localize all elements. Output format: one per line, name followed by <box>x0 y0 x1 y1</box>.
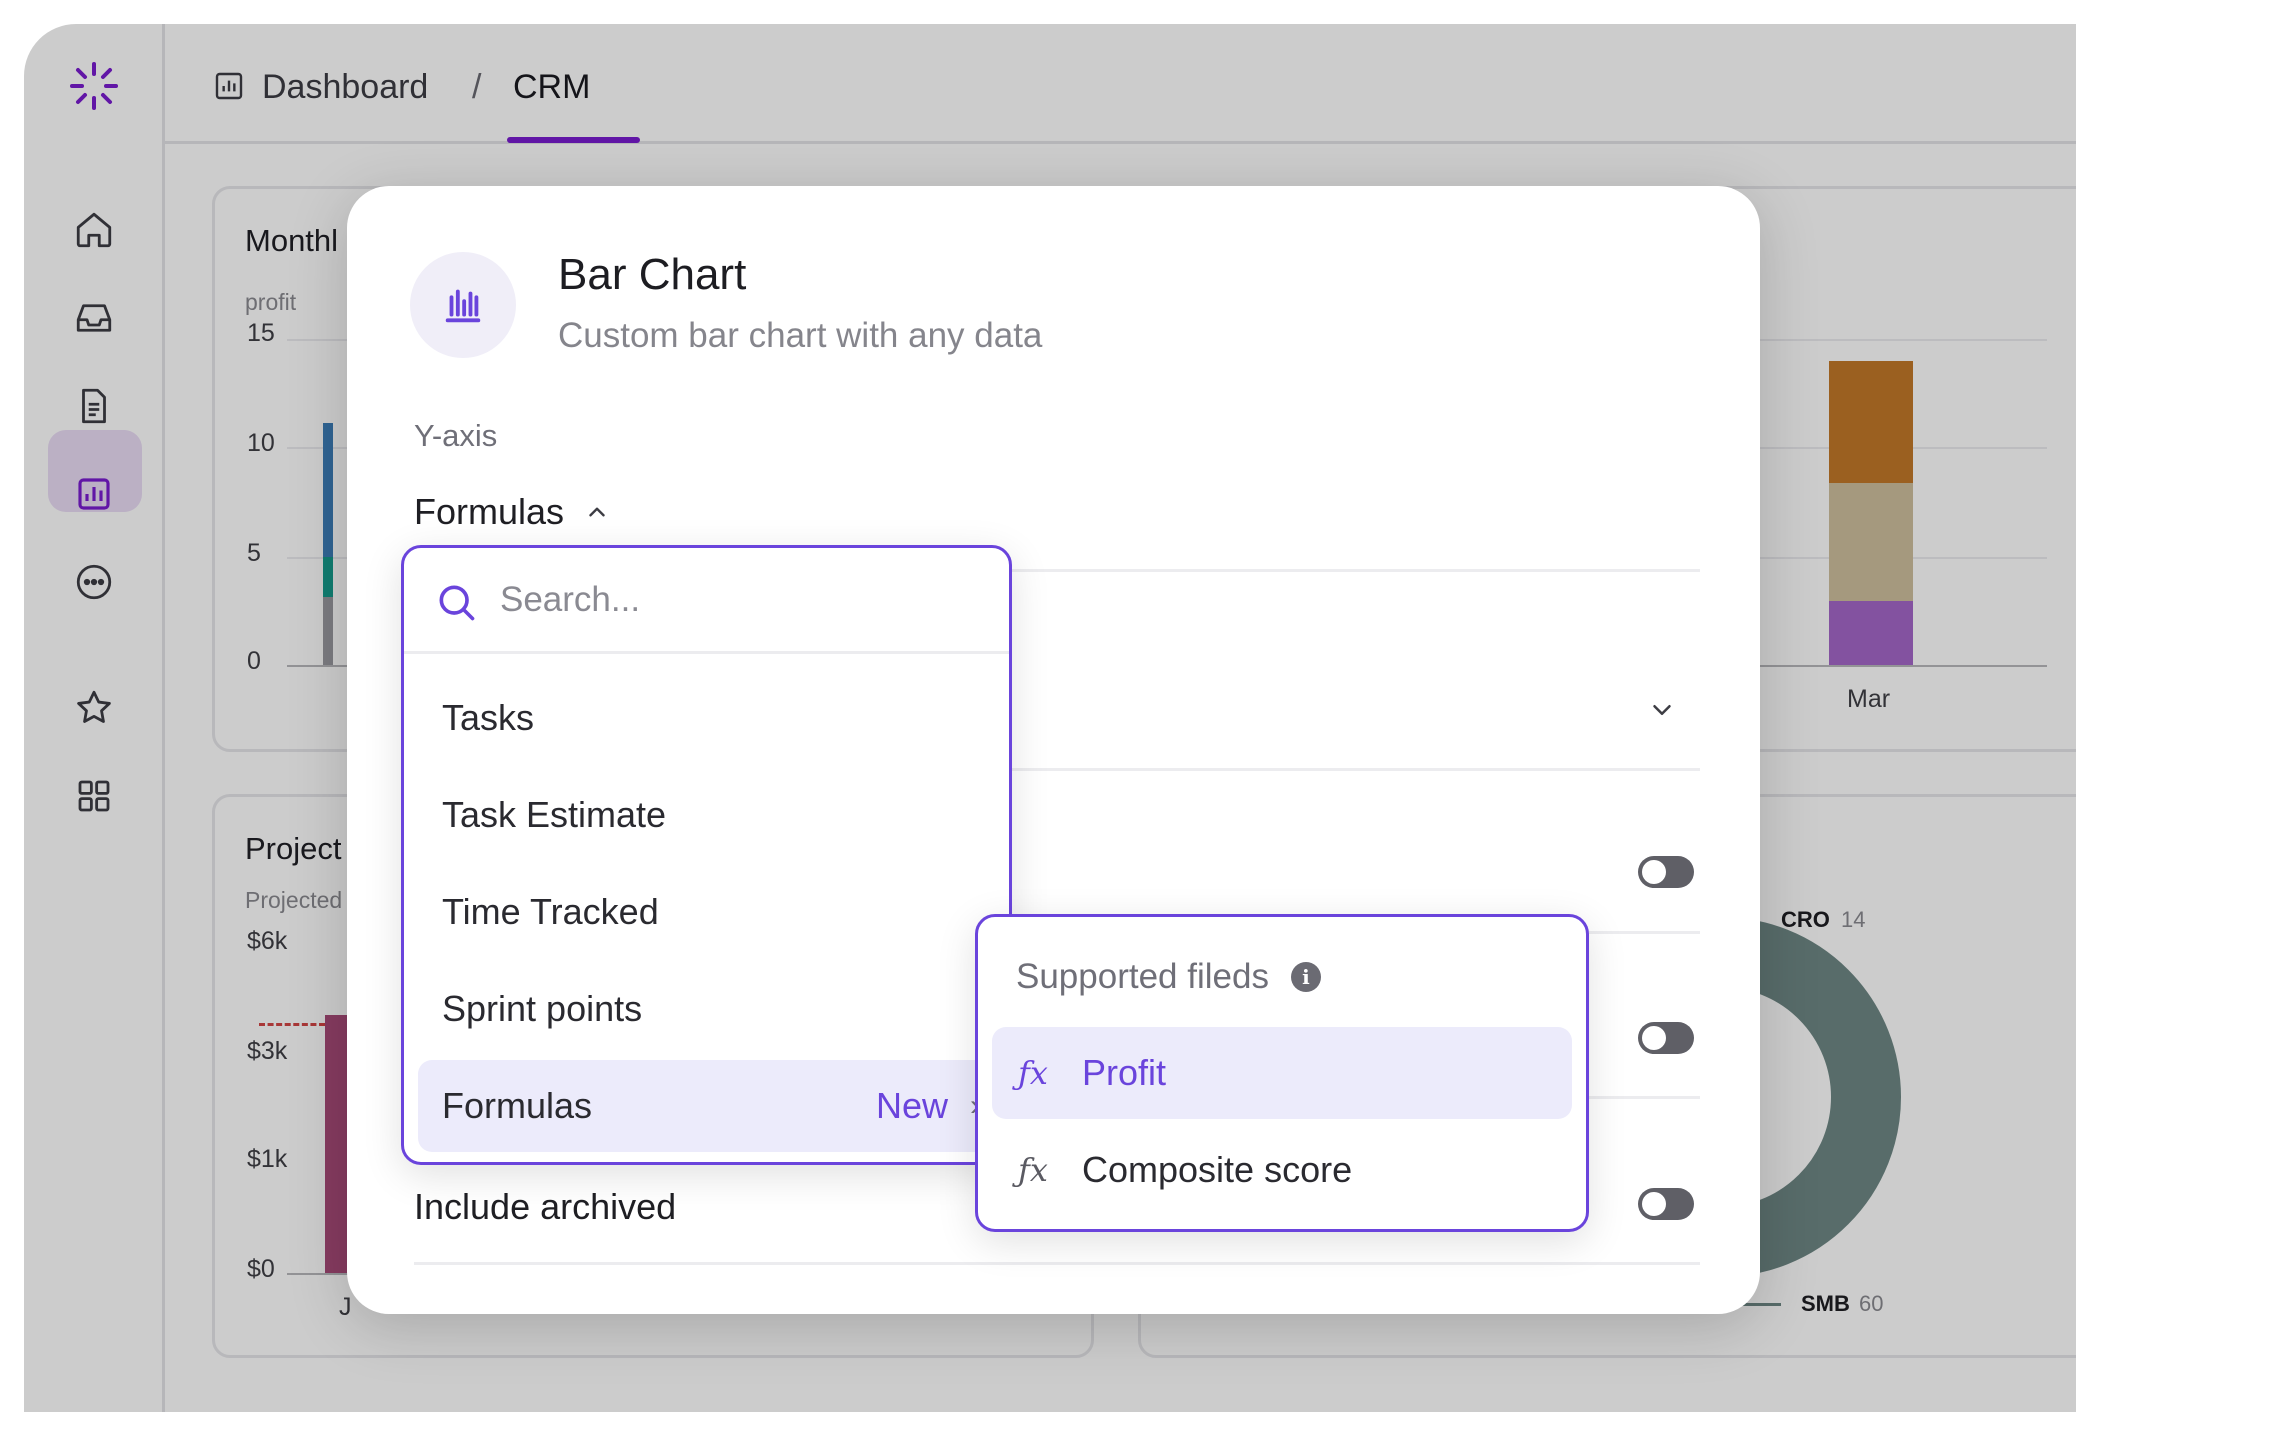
home-icon[interactable] <box>70 206 118 254</box>
dropdown-item-label: Sprint points <box>442 988 643 1029</box>
submenu-item-composite-score[interactable]: ƒx Composite score <box>992 1124 1572 1216</box>
more-icon[interactable] <box>70 558 118 606</box>
top-bar: Dashboard / CRM <box>165 24 2076 144</box>
bar-chart-icon <box>410 252 516 358</box>
document-icon[interactable] <box>70 382 118 430</box>
modal-title: Bar Chart <box>558 250 747 299</box>
y-tick: 5 <box>247 539 261 567</box>
modal-description: Custom bar chart with any data <box>558 316 1043 355</box>
dropdown-item-label: Task Estimate <box>442 794 667 835</box>
dropdown-item-label: Tasks <box>442 697 535 738</box>
y-tick: $6k <box>247 927 288 955</box>
dashboard-icon <box>215 72 243 100</box>
dropdown-item-task-estimate[interactable]: Task Estimate <box>418 769 988 861</box>
dropdown-item-time-tracked[interactable]: Time Tracked <box>418 866 988 958</box>
breadcrumb-separator: / <box>472 68 482 106</box>
new-badge: New <box>875 1085 948 1126</box>
dropdown-search <box>404 548 1009 654</box>
chart-icon[interactable] <box>70 470 118 518</box>
formulas-submenu: Supported fileds i ƒx Profit ƒx Composit… <box>975 914 1589 1232</box>
bar-segment <box>1829 601 1913 665</box>
include-archived-toggle[interactable] <box>1638 1188 1694 1220</box>
card-subtitle: profit <box>245 289 297 315</box>
chevron-down-icon[interactable] <box>1647 695 1677 725</box>
donut-value: 14 <box>1841 907 1866 932</box>
submenu-header-label: Supported fileds <box>1016 957 1269 996</box>
card-subtitle: Projected <box>245 887 343 913</box>
search-input[interactable] <box>500 574 980 626</box>
bar <box>325 1015 351 1273</box>
submenu-item-profit[interactable]: ƒx Profit <box>992 1027 1572 1119</box>
divider <box>414 569 1700 572</box>
breadcrumb-dashboard[interactable]: Dashboard <box>262 68 429 106</box>
y-tick: $3k <box>247 1037 288 1065</box>
bar-segment <box>323 557 333 597</box>
formulas-dropdown: Tasks Task Estimate Time Tracked Sprint … <box>401 545 1012 1165</box>
apps-grid-icon[interactable] <box>70 772 118 820</box>
divider <box>414 1262 1700 1265</box>
toggle-switch[interactable] <box>1638 1022 1694 1054</box>
donut-value: 60 <box>1859 1291 1884 1316</box>
dropdown-item-sprint-points[interactable]: Sprint points <box>418 963 988 1055</box>
search-icon <box>439 585 475 621</box>
submenu-item-label: Composite score <box>1082 1149 1353 1190</box>
bar-segment <box>1829 361 1913 483</box>
donut-leader-line <box>1721 1303 1781 1306</box>
y-tick: 0 <box>247 647 261 675</box>
card-title: Monthl <box>245 223 339 258</box>
formulas-dropdown-trigger[interactable]: Formulas <box>414 491 610 533</box>
x-tick: Mar <box>1847 685 1891 713</box>
y-tick: $0 <box>247 1255 275 1283</box>
divider <box>414 768 1700 771</box>
submenu-header: Supported fileds i <box>1016 957 1321 997</box>
star-icon[interactable] <box>70 684 118 732</box>
donut-label: CRO <box>1781 907 1830 932</box>
formulas-trigger-label: Formulas <box>414 491 565 532</box>
formula-icon: ƒx <box>1018 1054 1048 1092</box>
include-archived-label: Include archived <box>414 1186 677 1227</box>
target-line <box>259 1023 325 1026</box>
info-icon[interactable]: i <box>1290 962 1321 992</box>
dropdown-item-label: Time Tracked <box>442 891 659 932</box>
breadcrumb-crm[interactable]: CRM <box>513 68 591 106</box>
inbox-icon[interactable] <box>70 294 118 342</box>
sparkle-logo-icon[interactable] <box>68 60 120 112</box>
dropdown-item-tasks[interactable]: Tasks <box>418 672 988 764</box>
dropdown-item-label: Formulas <box>442 1085 593 1126</box>
y-tick: $1k <box>247 1145 288 1173</box>
sidebar <box>24 24 165 1412</box>
card-title: Project <box>245 831 342 866</box>
chevron-up-icon <box>589 507 605 517</box>
bar-segment <box>323 423 333 665</box>
y-tick: 15 <box>247 319 275 347</box>
bar-segment <box>323 597 333 665</box>
x-tick: J <box>339 1293 352 1321</box>
toggle-switch[interactable] <box>1638 856 1694 888</box>
active-tab-indicator <box>507 137 640 143</box>
bar-segment <box>1829 483 1913 601</box>
submenu-item-label: Profit <box>1082 1052 1167 1093</box>
y-tick: 10 <box>247 429 275 457</box>
dropdown-item-formulas[interactable]: Formulas New › <box>418 1060 988 1152</box>
yaxis-label: Y-axis <box>414 418 498 453</box>
formula-icon: ƒx <box>1018 1151 1048 1189</box>
donut-label: SMB <box>1801 1291 1850 1316</box>
